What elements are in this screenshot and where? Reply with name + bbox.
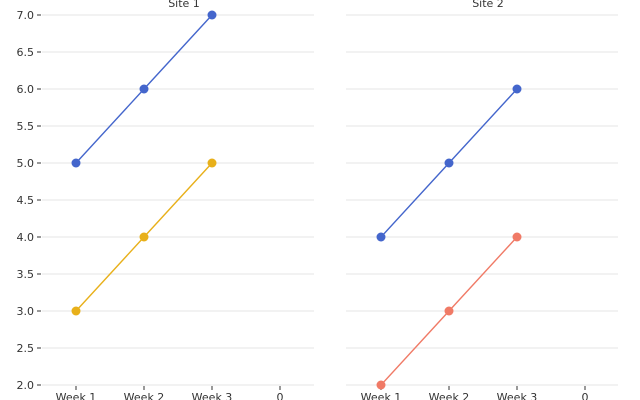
y-tick-label: 4.5: [17, 194, 35, 207]
data-point: [512, 84, 522, 94]
x-tick-label: Week 1: [56, 391, 97, 400]
y-tick-label: 2.0: [17, 379, 35, 392]
x-tick-label: 0: [582, 391, 589, 400]
x-tick-label: 0: [277, 391, 284, 400]
data-point: [207, 10, 217, 20]
x-tick-label: Week 2: [429, 391, 470, 400]
y-tick-label: 6.0: [17, 83, 35, 96]
data-point: [376, 380, 386, 390]
data-point: [376, 232, 386, 242]
data-point: [71, 306, 81, 316]
y-tick-label: 4.0: [17, 231, 35, 244]
x-tick-label: Week 1: [361, 391, 402, 400]
y-tick-label: 5.0: [17, 157, 35, 170]
data-point: [139, 84, 149, 94]
data-point: [207, 158, 217, 168]
y-tick-label: 7.0: [17, 9, 35, 22]
x-tick-label: Week 3: [497, 391, 538, 400]
y-tick-label: 6.5: [17, 46, 35, 59]
y-tick-label: 2.5: [17, 342, 35, 355]
panel-title: Site 2: [472, 0, 504, 10]
panel-title: Site 1: [168, 0, 200, 10]
data-point: [444, 306, 454, 316]
data-point: [139, 232, 149, 242]
x-tick-label: Week 3: [192, 391, 233, 400]
data-point: [512, 232, 522, 242]
y-tick-label: 3.0: [17, 305, 35, 318]
data-point: [71, 158, 81, 168]
data-point: [444, 158, 454, 168]
y-tick-label: 3.5: [17, 268, 35, 281]
x-tick-label: Week 2: [124, 391, 165, 400]
y-tick-label: 5.5: [17, 120, 35, 133]
